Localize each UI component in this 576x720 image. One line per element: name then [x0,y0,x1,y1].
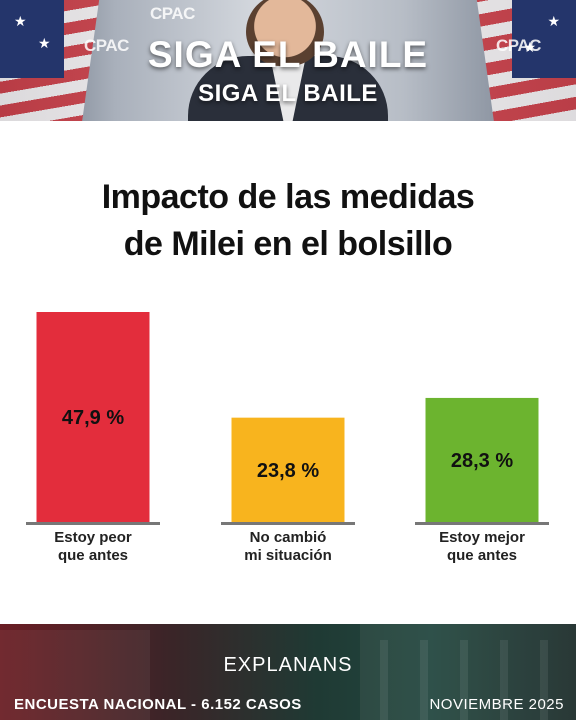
chart-title: Impacto de las medidas de Milei en el bo… [0,174,576,268]
bar [36,312,150,522]
star-icon: ★ [523,39,536,55]
footer-building [0,630,150,720]
bar-value-label: 28,3 % [451,450,513,472]
category-label: Estoy peor [54,529,132,546]
bar-value-label: 47,9 % [62,407,124,429]
cpac-logo: CPAC [150,4,195,23]
footer-column [460,640,468,720]
banner-subtitle: SIGA EL BAILE [198,80,378,107]
bar [231,417,345,522]
bar [425,397,539,522]
chart-title-line-2: de Milei en el bolsillo [123,225,453,263]
survey-info: ENCUESTA NACIONAL - 6.152 CASOS [14,696,302,713]
footer: EXPLANANS ENCUESTA NACIONAL - 6.152 CASO… [0,624,576,720]
cpac-logo: CPAC [84,36,129,55]
cpac-logo: CPAC [496,36,541,55]
brand-logo: EXPLANANS [223,654,353,676]
footer-column [420,640,428,720]
category-label: que antes [447,547,517,564]
header-banner: ★ ★ ★ ★ CPAC CPAC CPAC SIGA EL BAILE SIG… [0,0,576,121]
bar-value-label: 23,8 % [257,460,319,482]
category-label: que antes [58,547,128,564]
flag-canton-left [0,0,64,78]
footer-column [380,640,388,720]
footer-building [360,624,576,720]
category-label: No cambió [250,529,327,546]
star-icon: ★ [14,13,27,29]
star-icon: ★ [38,35,51,51]
footer-column [500,640,508,720]
bar-baseline [221,522,355,525]
footer-column [540,640,548,720]
flag-canton-right [512,0,576,78]
star-icon: ★ [547,13,560,29]
category-label: mi situación [244,547,332,564]
category-label: Estoy mejor [439,529,525,546]
banner-title: SIGA EL BAILE [147,34,429,75]
speaker-photo [188,0,388,121]
bar-baseline [415,522,549,525]
survey-date: NOVIEMBRE 2025 [429,696,564,713]
chart-title-line-1: Impacto de las medidas [101,178,475,216]
bar-baseline [26,522,160,525]
